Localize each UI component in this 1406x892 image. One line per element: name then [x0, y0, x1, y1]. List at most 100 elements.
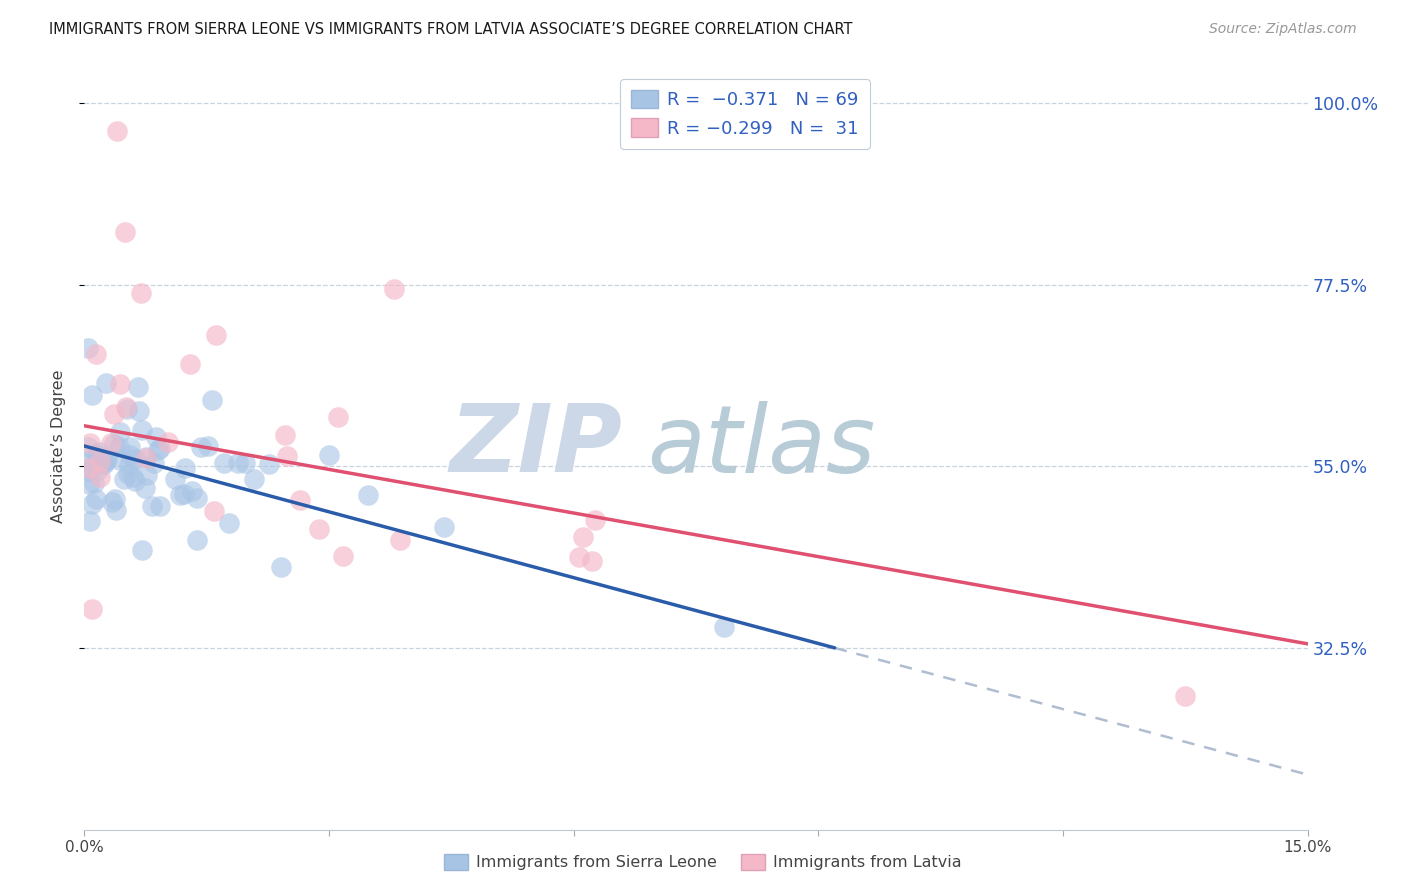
- Point: [117, 467, 139, 481]
- Point: [77, 476, 100, 491]
- Point: [186, 533, 208, 548]
- Point: [243, 472, 266, 486]
- Point: [103, 437, 125, 451]
- Point: [235, 456, 257, 470]
- Point: [131, 285, 153, 300]
- Point: [131, 542, 153, 557]
- Point: [104, 491, 127, 506]
- Point: [202, 504, 225, 518]
- Point: [77, 464, 100, 478]
- Point: [276, 449, 298, 463]
- Point: [135, 450, 157, 465]
- Point: [136, 468, 159, 483]
- Point: [105, 124, 128, 138]
- Point: [179, 357, 201, 371]
- Point: [101, 494, 124, 508]
- Point: [91, 457, 114, 471]
- Point: [77, 454, 100, 468]
- Point: [713, 620, 735, 634]
- Y-axis label: Associate’s Degree: Associate’s Degree: [51, 369, 66, 523]
- Point: [204, 328, 226, 343]
- Point: [114, 225, 136, 239]
- Point: [145, 430, 167, 444]
- Text: ZIP: ZIP: [450, 400, 623, 492]
- Point: [270, 560, 292, 574]
- Point: [79, 514, 101, 528]
- Point: [108, 452, 131, 467]
- Point: [96, 454, 118, 468]
- Point: [583, 512, 606, 526]
- Point: [212, 456, 235, 470]
- Point: [173, 487, 195, 501]
- Point: [190, 440, 212, 454]
- Point: [115, 400, 138, 414]
- Text: atlas: atlas: [647, 401, 876, 491]
- Point: [149, 499, 172, 513]
- Point: [433, 520, 456, 534]
- Point: [568, 550, 591, 565]
- Point: [581, 554, 603, 568]
- Point: [96, 451, 118, 466]
- Point: [149, 442, 172, 456]
- Point: [89, 445, 111, 459]
- Point: [148, 442, 170, 457]
- Point: [108, 425, 131, 439]
- Point: [131, 423, 153, 437]
- Point: [308, 522, 330, 536]
- Point: [357, 488, 380, 502]
- Point: [77, 341, 100, 355]
- Point: [1174, 690, 1197, 704]
- Point: [163, 472, 186, 486]
- Legend: Immigrants from Sierra Leone, Immigrants from Latvia: Immigrants from Sierra Leone, Immigrants…: [437, 847, 969, 877]
- Text: Source: ZipAtlas.com: Source: ZipAtlas.com: [1209, 22, 1357, 37]
- Point: [94, 376, 117, 390]
- Point: [115, 401, 138, 416]
- Point: [79, 460, 101, 475]
- Point: [288, 492, 311, 507]
- Point: [112, 472, 135, 486]
- Point: [200, 392, 222, 407]
- Point: [93, 457, 115, 471]
- Point: [77, 461, 100, 475]
- Point: [124, 451, 146, 466]
- Text: IMMIGRANTS FROM SIERRA LEONE VS IMMIGRANTS FROM LATVIA ASSOCIATE’S DEGREE CORREL: IMMIGRANTS FROM SIERRA LEONE VS IMMIGRAN…: [49, 22, 852, 37]
- Point: [100, 435, 122, 450]
- Point: [82, 497, 104, 511]
- Point: [169, 488, 191, 502]
- Point: [124, 474, 146, 488]
- Point: [186, 491, 208, 505]
- Point: [326, 410, 349, 425]
- Point: [118, 448, 141, 462]
- Point: [226, 456, 249, 470]
- Point: [388, 533, 411, 548]
- Point: [110, 377, 132, 392]
- Point: [83, 475, 105, 490]
- Point: [273, 427, 295, 442]
- Point: [121, 470, 143, 484]
- Point: [157, 435, 180, 450]
- Legend: R =  −0.371   N = 69, R = −0.299   N =  31: R = −0.371 N = 69, R = −0.299 N = 31: [620, 79, 869, 149]
- Point: [118, 458, 141, 472]
- Point: [218, 516, 240, 530]
- Point: [79, 436, 101, 450]
- Point: [82, 388, 104, 402]
- Point: [257, 457, 280, 471]
- Point: [318, 449, 340, 463]
- Point: [87, 463, 110, 477]
- Point: [143, 456, 166, 470]
- Point: [128, 403, 150, 417]
- Point: [84, 492, 107, 507]
- Point: [104, 503, 127, 517]
- Point: [103, 407, 125, 421]
- Point: [89, 454, 111, 468]
- Point: [77, 440, 100, 454]
- Point: [572, 530, 595, 544]
- Point: [197, 439, 219, 453]
- Point: [382, 281, 405, 295]
- Point: [86, 347, 108, 361]
- Point: [127, 380, 149, 394]
- Point: [80, 602, 103, 616]
- Point: [84, 447, 107, 461]
- Point: [134, 481, 156, 495]
- Point: [332, 549, 354, 563]
